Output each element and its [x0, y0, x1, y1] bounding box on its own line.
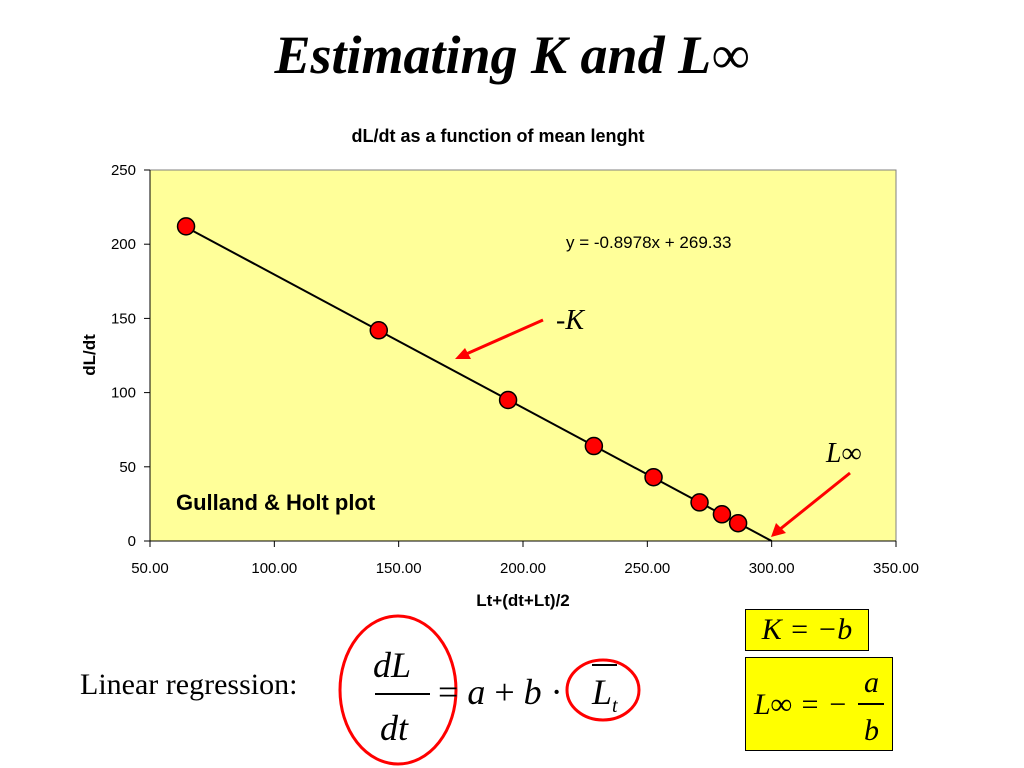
x-tick-label: 200.00: [500, 560, 546, 577]
k-equation-box: K = −b: [745, 609, 869, 651]
slide-title: Estimating K and L∞: [274, 25, 750, 85]
neg-k-arrowhead: [455, 348, 471, 359]
neg-k-arrow: [463, 318, 544, 357]
plot-area: [149, 169, 897, 542]
trendline-group: [185, 226, 773, 542]
data-point: [690, 493, 709, 512]
y-axis-label: dL/dt: [80, 334, 99, 376]
trendline-equation: y = -0.8978x + 269.33: [566, 233, 731, 252]
data-point: [584, 436, 604, 456]
linf-denominator: b: [864, 714, 879, 747]
neg-k-annotation: -K: [556, 305, 585, 336]
y-tick-label: 200: [111, 236, 136, 253]
linf-arrow: [778, 471, 851, 532]
y-tick-label: 150: [111, 310, 136, 327]
x-tick-label: 250.00: [624, 560, 670, 577]
linf-arrowhead: [771, 523, 786, 537]
x-tick-label: 100.00: [251, 560, 297, 577]
data-point: [728, 513, 748, 533]
linear-regression-label: Linear regression:: [80, 668, 298, 701]
derivative-highlight-circle: [338, 614, 458, 766]
linf-annotation: L∞: [825, 438, 862, 469]
formula-dt: dt: [380, 708, 409, 748]
data-point: [176, 217, 196, 236]
formula-lt: Lt: [591, 672, 618, 717]
y-tick-label: 50: [119, 459, 136, 476]
data-point: [644, 467, 663, 487]
linf-equation: L∞ = − a b: [753, 666, 884, 747]
x-tick-label: 300.00: [749, 560, 795, 577]
trendline: [185, 226, 773, 542]
x-tick-label: 350.00: [873, 560, 919, 577]
data-point: [498, 390, 518, 410]
chart: dL/dt as a function of mean lenght 50.00…: [80, 126, 919, 610]
formula-dl: dL: [373, 645, 411, 685]
linf-lhs: L∞ = −: [753, 688, 848, 721]
y-tick-label: 100: [111, 385, 136, 402]
chart-title: dL/dt as a function of mean lenght: [351, 126, 644, 146]
regression-formula: dL dt = a + b · Lt: [338, 614, 641, 766]
x-tick-label: 150.00: [376, 560, 422, 577]
data-point: [712, 505, 732, 524]
x-axis-label: Lt+(dt+Lt)/2: [476, 591, 570, 610]
linf-numerator: a: [864, 666, 879, 699]
formula-rhs: = a + b ·: [438, 672, 563, 712]
data-points: [176, 217, 748, 533]
x-tick-label: 50.00: [131, 560, 169, 577]
y-axis: 0 50 100 150 200 250: [111, 162, 151, 550]
gulland-holt-label: Gulland & Holt plot: [176, 490, 376, 515]
linf-equation-box: L∞ = − a b: [745, 657, 893, 751]
y-tick-label: 0: [128, 533, 136, 550]
mean-length-highlight-circle: [565, 658, 641, 722]
y-tick-label: 250: [111, 162, 136, 179]
data-point: [369, 321, 389, 340]
x-axis: 50.00 100.00 150.00 200.00 250.00 300.00 350.0…: [131, 540, 919, 577]
